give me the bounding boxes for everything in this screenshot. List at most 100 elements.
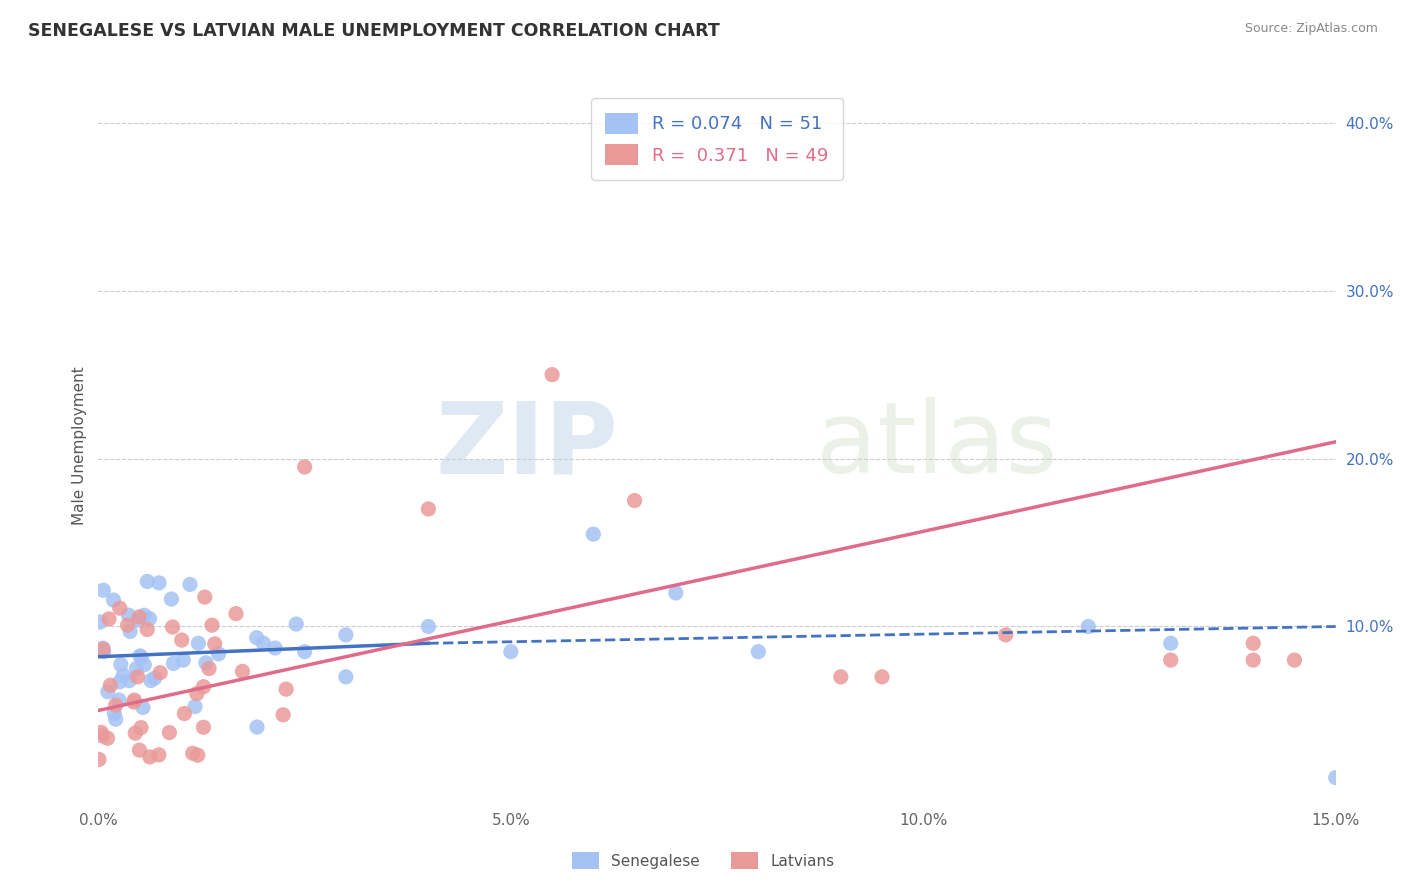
Point	[335, 670, 357, 684]
Point	[274, 682, 297, 697]
Point	[134, 608, 156, 623]
Point	[103, 593, 125, 607]
Point	[246, 720, 269, 734]
Point	[143, 671, 166, 685]
Point	[87, 752, 110, 766]
Text: atlas: atlas	[815, 398, 1057, 494]
Point	[418, 619, 440, 633]
Point	[129, 721, 152, 735]
Point	[160, 592, 183, 607]
Point	[128, 610, 150, 624]
Y-axis label: Male Unemployment: Male Unemployment	[72, 367, 87, 525]
Point	[179, 577, 201, 591]
Point	[89, 615, 111, 629]
Point	[139, 750, 162, 764]
Point	[582, 527, 605, 541]
Point	[108, 674, 131, 689]
Point	[90, 725, 112, 739]
Point	[91, 729, 114, 743]
Point	[110, 657, 132, 672]
Point	[204, 637, 226, 651]
Point	[285, 617, 308, 632]
Point	[122, 695, 145, 709]
Point	[132, 700, 155, 714]
Point	[225, 607, 247, 621]
Point	[271, 707, 294, 722]
Point	[173, 706, 195, 721]
Point	[124, 726, 146, 740]
Point	[96, 731, 118, 746]
Point	[201, 618, 224, 632]
Text: SENEGALESE VS LATVIAN MALE UNEMPLOYMENT CORRELATION CHART: SENEGALESE VS LATVIAN MALE UNEMPLOYMENT …	[28, 22, 720, 40]
Point	[252, 636, 274, 650]
Point	[139, 673, 162, 688]
Point	[128, 743, 150, 757]
Point	[1077, 619, 1099, 633]
Point	[1160, 636, 1182, 650]
Point	[127, 613, 149, 627]
Point	[181, 747, 204, 761]
Point	[97, 684, 120, 698]
Point	[104, 712, 127, 726]
Point	[264, 640, 287, 655]
Point	[294, 460, 316, 475]
Point	[335, 628, 357, 642]
Point	[125, 661, 148, 675]
Point	[194, 656, 217, 670]
Point	[148, 747, 170, 762]
Point	[186, 687, 208, 701]
Point	[112, 668, 135, 682]
Point	[499, 645, 522, 659]
Point	[162, 620, 184, 634]
Point	[193, 720, 215, 734]
Point	[127, 670, 149, 684]
Point	[193, 680, 215, 694]
Point	[747, 645, 769, 659]
Point	[187, 748, 209, 763]
Point	[207, 647, 229, 661]
Point	[870, 670, 893, 684]
Point	[830, 670, 852, 684]
Point	[124, 693, 146, 707]
Legend: R = 0.074   N = 51, R =  0.371   N = 49: R = 0.074 N = 51, R = 0.371 N = 49	[591, 98, 844, 179]
Point	[162, 657, 184, 671]
Point	[541, 368, 564, 382]
Point	[136, 623, 159, 637]
Point	[994, 628, 1017, 642]
Point	[149, 665, 172, 680]
Point	[1284, 653, 1306, 667]
Point	[187, 636, 209, 650]
Point	[91, 641, 114, 656]
Point	[294, 645, 316, 659]
Point	[108, 601, 131, 615]
Legend: Senegalese, Latvians: Senegalese, Latvians	[565, 846, 841, 875]
Point	[93, 583, 115, 598]
Point	[231, 665, 253, 679]
Point	[198, 661, 221, 675]
Point	[1160, 653, 1182, 667]
Point	[97, 612, 120, 626]
Point	[157, 725, 180, 739]
Point	[665, 586, 688, 600]
Point	[170, 633, 193, 648]
Point	[148, 575, 170, 590]
Point	[1241, 653, 1264, 667]
Point	[246, 631, 269, 645]
Point	[184, 699, 207, 714]
Point	[134, 657, 156, 672]
Point	[129, 650, 152, 665]
Point	[172, 653, 194, 667]
Point	[93, 645, 115, 659]
Point	[1241, 636, 1264, 650]
Point	[108, 693, 131, 707]
Point	[129, 648, 152, 663]
Point	[136, 574, 159, 589]
Point	[98, 678, 121, 692]
Point	[117, 608, 139, 623]
Point	[1324, 771, 1347, 785]
Point	[91, 642, 114, 657]
Text: ZIP: ZIP	[436, 398, 619, 494]
Point	[138, 611, 160, 625]
Point	[194, 590, 217, 604]
Point	[623, 493, 645, 508]
